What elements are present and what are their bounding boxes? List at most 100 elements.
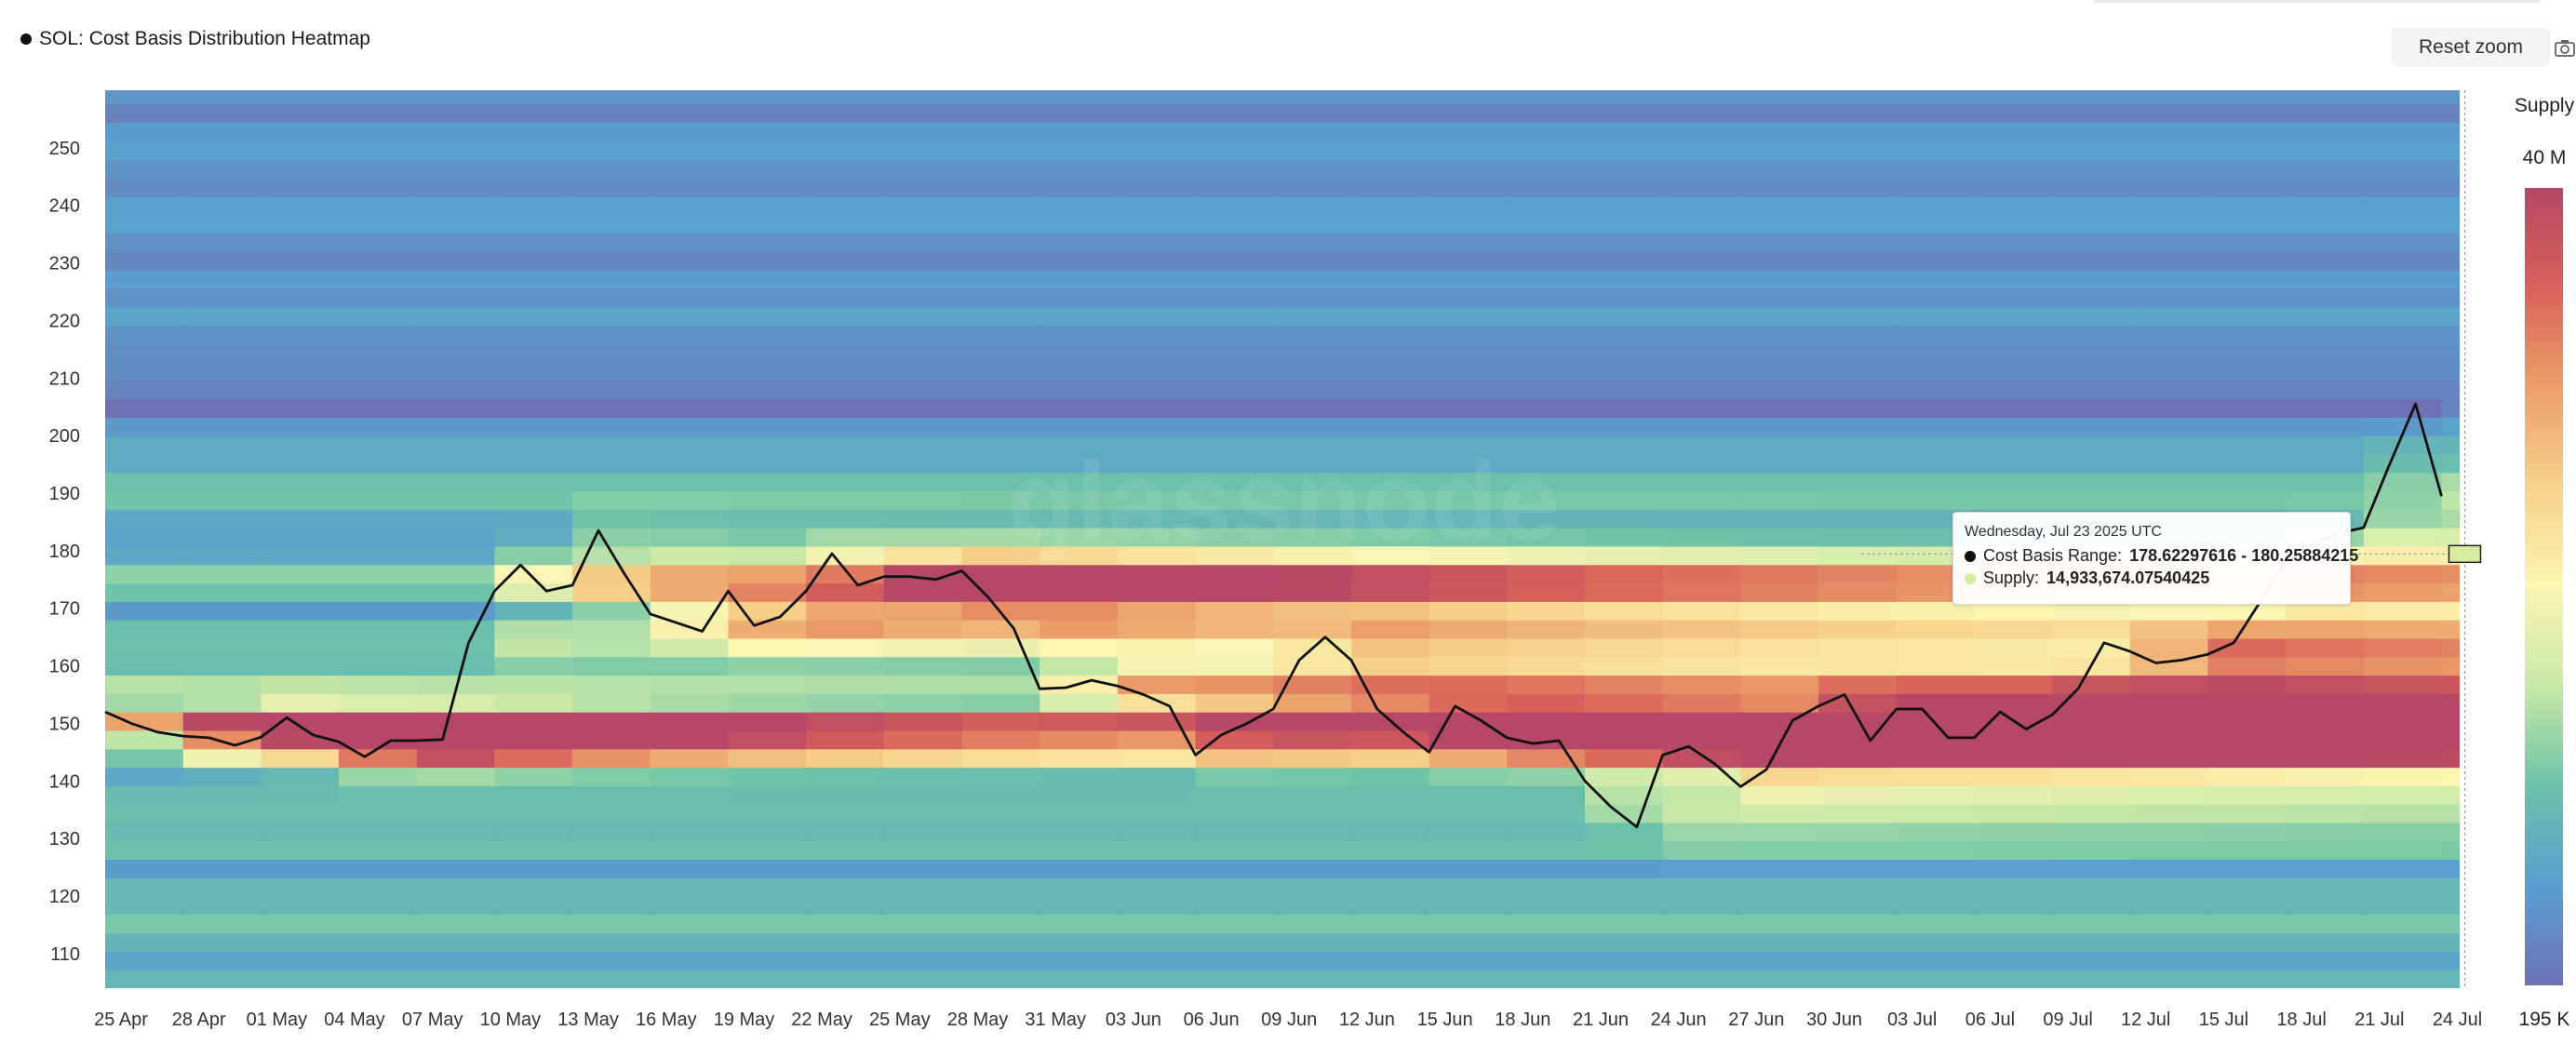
heat-cell — [572, 251, 651, 271]
heat-cell — [1350, 675, 1430, 694]
heat-cell — [494, 712, 573, 731]
heat-cell — [1662, 582, 1741, 602]
heat-cell — [1974, 233, 2053, 252]
heat-cell — [2052, 288, 2131, 308]
heat-cell — [2052, 896, 2131, 916]
heat-cell — [1896, 140, 1975, 160]
heat-cell — [2441, 122, 2460, 141]
heat-cell — [2129, 637, 2208, 658]
heat-cell — [1974, 380, 2053, 400]
heat-cell — [728, 748, 807, 769]
heat-cell — [1273, 767, 1352, 786]
heat-cell — [728, 528, 807, 547]
tooltip-supply-label: Supply: — [1983, 569, 2040, 587]
heat-cell — [650, 637, 730, 658]
heat-cell — [572, 270, 651, 289]
heat-cell — [339, 195, 418, 216]
heat-cell — [806, 251, 885, 271]
heat-cell — [1974, 620, 2053, 639]
heat-cell — [416, 767, 495, 786]
heat-cell — [105, 140, 184, 160]
heat-cell — [650, 582, 730, 602]
heat-cell — [261, 620, 340, 639]
heat-cell — [572, 564, 651, 584]
heat-cell — [728, 417, 807, 436]
heat-cell — [1040, 932, 1119, 952]
heat-cell — [961, 822, 1040, 842]
heat-cell — [339, 675, 418, 694]
heat-cell — [1974, 453, 2053, 474]
heat-cell — [1896, 306, 1975, 326]
heat-cell — [1818, 178, 1898, 197]
supply-bullet-icon — [1965, 572, 1976, 584]
heat-cell — [1429, 233, 1508, 252]
heat-cell — [1974, 840, 2053, 860]
heat-cell — [1350, 159, 1430, 179]
heat-cell — [2363, 932, 2443, 952]
heat-cell — [339, 729, 418, 750]
heat-cell — [1896, 748, 1975, 769]
heat-cell — [2441, 877, 2460, 897]
x-tick-label: 18 Jun — [1495, 1010, 1550, 1030]
heat-cell — [2286, 767, 2365, 786]
heat-cell — [2129, 620, 2208, 639]
heat-cell — [1974, 951, 2053, 970]
heat-cell — [1662, 417, 1741, 436]
y-tick-label: 230 — [49, 254, 80, 274]
heat-cell — [494, 251, 573, 271]
heat-cell — [1350, 582, 1430, 602]
heat-cell — [1818, 582, 1898, 602]
heat-cell — [961, 804, 1040, 823]
heat-cell — [961, 785, 1040, 805]
heat-cell — [1585, 453, 1664, 474]
heat-cell — [1195, 90, 1274, 105]
heat-cell — [1273, 140, 1352, 160]
heat-cell — [261, 288, 340, 308]
heat-cell — [1350, 932, 1430, 952]
heat-cell — [2129, 343, 2208, 363]
heat-cell — [2441, 675, 2460, 694]
heat-cell — [2441, 288, 2460, 308]
heat-cell — [1429, 620, 1508, 639]
heat-cell — [1585, 656, 1664, 676]
heat-cell — [1273, 362, 1352, 381]
heat-cell — [961, 840, 1040, 860]
heat-cell — [806, 804, 885, 823]
heat-cell — [182, 306, 262, 326]
camera-icon[interactable] — [2554, 37, 2576, 60]
heat-cell — [1740, 417, 1819, 436]
heat-cell — [261, 748, 340, 769]
heat-cell — [2207, 637, 2287, 658]
heat-cell — [883, 914, 963, 934]
heat-cell — [1974, 601, 2053, 621]
heat-cell — [1974, 804, 2053, 823]
heat-cell — [416, 270, 495, 289]
heat-cell — [961, 270, 1040, 289]
heat-cell — [883, 362, 963, 381]
heat-cell — [961, 435, 1040, 455]
heat-cell — [1585, 251, 1664, 271]
heat-cell — [1585, 288, 1664, 308]
heat-cell — [2129, 417, 2208, 436]
heat-cell — [1195, 545, 1274, 566]
heat-cell — [2441, 306, 2460, 326]
reset-zoom-button[interactable]: Reset zoom — [2392, 28, 2550, 67]
heat-cell — [650, 877, 730, 897]
heat-cell — [182, 270, 262, 289]
x-tick-label: 24 Jun — [1651, 1010, 1707, 1030]
heat-cell — [883, 288, 963, 308]
heat-cell — [728, 693, 807, 713]
heat-cell — [2441, 582, 2460, 602]
heat-cell — [1740, 840, 1819, 860]
heat-cell — [494, 288, 573, 308]
top-divider — [2094, 0, 2541, 3]
heat-cell — [1507, 140, 1586, 160]
heat-cell — [105, 325, 184, 344]
heat-cell — [416, 509, 495, 528]
heat-cell — [105, 195, 184, 216]
heat-cell — [494, 343, 573, 363]
heat-cell — [1974, 417, 2053, 436]
heat-cell — [2129, 398, 2208, 418]
heat-cell — [1896, 675, 1975, 694]
